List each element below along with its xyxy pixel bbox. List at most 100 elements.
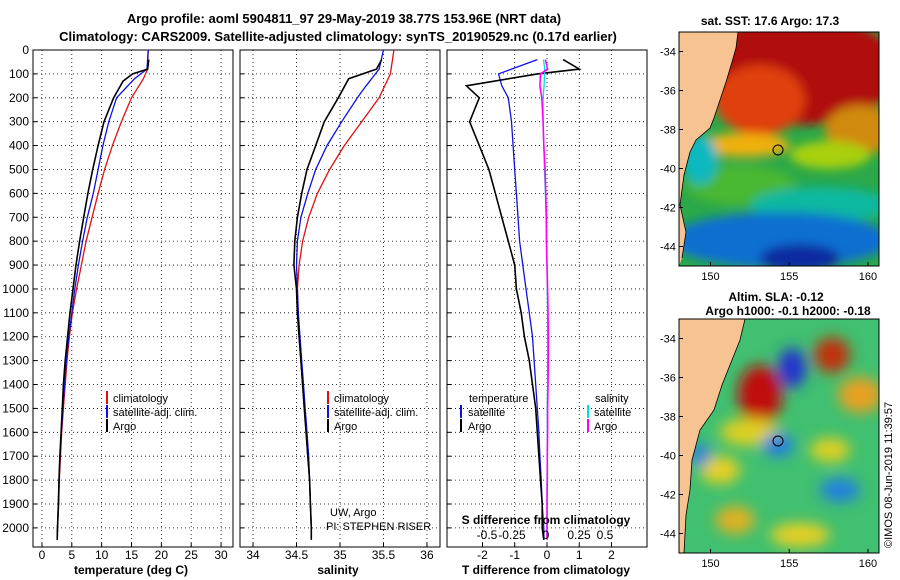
depth-tick-label: 900 [9,258,29,272]
sla-map [679,319,879,553]
map-lat-label: -38 [660,412,676,424]
legend-label-satellite: satellite-adj. clim. [334,407,418,419]
sst-lat-ticks: -34 -36 -38 -40 -42 -44 [660,47,683,254]
temperature-climatology-line [56,50,149,540]
depth-tick-label: 2000 [2,521,29,535]
legend-label-t-satellite: satellite [468,407,505,419]
map-lat-label: -34 [660,47,676,59]
depth-tick-label: 0 [22,43,29,57]
depth-tick-label: 800 [9,234,29,248]
depth-tick-label: 100 [9,67,29,81]
x-tick-label: 10 [95,548,109,562]
s-difference-tick-label: 0 [543,528,550,542]
x-tick-label: 35.5 [372,548,396,562]
x-tick-label: 34.5 [285,548,309,562]
sla-lat-ticks: -34 -36 -38 -40 -42 -44 [660,334,683,541]
salinity-axis-label: salinity [317,563,359,577]
sst-argo-marker [772,144,784,156]
x-tick-label: 36 [420,548,434,562]
depth-tick-label: 1900 [2,497,29,511]
sst-lon-ticks: 150 155 160 [701,262,877,283]
salinity-series [293,50,395,540]
x-tick-label: 5 [68,548,75,562]
difference-temperature-satellite-line [497,58,545,540]
sla-lon-ticks: 150 155 160 [701,549,877,570]
x-tick-label: 25 [185,548,199,562]
depth-tick-label: 1400 [2,378,29,392]
sst-map-title: sat. SST: 17.6 Argo: 17.3 [701,14,840,28]
map-lon-label: 155 [780,558,798,570]
map-lat-label: -44 [660,242,676,254]
annotation-line-2: PI: STEPHEN RISER [326,521,431,533]
legend-label-argo: Argo [113,421,136,433]
salinity-x-ticks: 34 34.5 35 35.5 36 [246,548,434,562]
legend-label-s-satellite: satellite [594,407,631,419]
salinity-legend: climatology satellite-adj. clim. Argo [327,391,418,433]
map-lon-label: 150 [701,558,719,570]
sst-map [679,32,879,266]
legend-label-t-argo: Argo [468,421,491,433]
map-lon-label: 155 [780,271,798,283]
x-tick-label: 35 [333,548,347,562]
legend-label-climatology: climatology [334,393,390,405]
map-lon-label: 150 [701,271,719,283]
salinity-argo-line [293,59,383,540]
sla-field [690,337,879,547]
depth-axis: 0 100 200 300 400 500 600 700 800 900 1000 1100 1200… [2,43,29,535]
difference-x-ticks: -2 -1 0 1 2 [477,548,615,562]
depth-tick-label: 1200 [2,330,29,344]
salinity-difference-ticks: -0.5 -0.25 0 0.25 0.5 [477,528,614,542]
salinity-grid [240,49,440,547]
temperature-argo-line [56,59,150,540]
map-lat-label: -38 [660,125,676,137]
map-lon-label: 160 [859,558,877,570]
imos-credit: ©IMOS 08-Jun-2019 11:39:57 [883,402,895,548]
temperature-axis-label: temperature (deg C) [74,563,188,577]
depth-tick-label: 300 [9,115,29,129]
depth-tick-label: 500 [9,162,29,176]
difference-legend: temperature satellite Argo salinity sate… [460,393,631,433]
legend-label-satellite: satellite-adj. clim. [113,407,197,419]
depth-tick-label: 400 [9,139,29,153]
legend-label-argo: Argo [334,421,357,433]
sst-coastline [679,32,739,259]
legend-header-salinity: salinity [595,393,629,405]
depth-tick-label: 1000 [2,282,29,296]
x-tick-label: -2 [477,548,488,562]
sla-land [679,319,745,553]
title-line-1: Argo profile: aoml 5904811_97 29-May-201… [127,11,561,26]
sla-map-title-2: Argo h1000: -0.1 h2000: -0.18 [705,304,871,318]
sla-argo-marker [772,435,784,447]
difference-series [464,58,582,540]
x-tick-label: 30 [214,548,228,562]
s-difference-axis-label: S difference from climatology [462,513,631,527]
map-lat-label: -34 [660,334,676,346]
x-tick-label: 0 [544,548,551,562]
t-difference-axis-label: T difference from climatology [462,563,630,577]
s-difference-tick-label: -0.5 [477,528,498,542]
depth-tick-label: 200 [9,91,29,105]
map-lat-label: -36 [660,373,676,385]
depth-tick-label: 1700 [2,449,29,463]
map-lat-label: -44 [660,529,676,541]
salinity-climatology-line [296,50,395,540]
s-difference-tick-label: 0.25 [567,528,591,542]
temperature-grid [33,49,233,547]
x-tick-label: 1 [576,548,583,562]
depth-tick-label: 1300 [2,354,29,368]
depth-tick-label: 700 [9,210,29,224]
temperature-legend: climatology satellite-adj. clim. Argo [106,391,197,433]
legend-header-temperature: temperature [469,393,528,405]
x-tick-label: -1 [509,548,520,562]
sla-map-frame [678,318,880,554]
temperature-panel [32,49,234,548]
map-lat-label: -40 [660,451,676,463]
temperature-series [56,50,150,540]
annotation-line-1: UW, Argo [330,507,376,519]
x-tick-label: 15 [125,548,139,562]
sla-coastline [683,319,746,553]
x-tick-label: 20 [155,548,169,562]
sst-land [679,32,738,266]
x-tick-label: 0 [39,548,46,562]
